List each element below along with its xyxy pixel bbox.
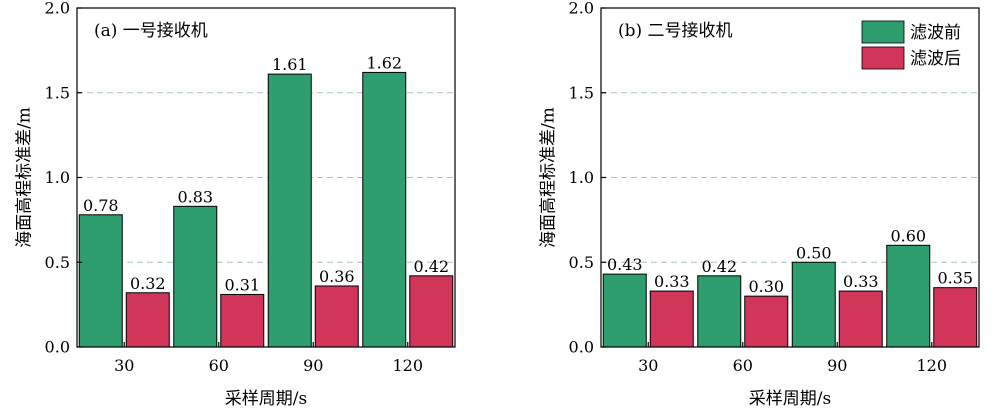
panel-label: (a) 一号接收机: [94, 21, 208, 41]
legend: 滤波前 滤波后: [861, 20, 961, 70]
data-label: 0.36: [319, 267, 355, 286]
data-label: 0.78: [83, 196, 119, 215]
bar-after: [314, 285, 359, 348]
bar-before: [697, 275, 742, 348]
y-tick-label: 2.0: [569, 0, 594, 18]
x-tick-label: 60: [733, 356, 753, 375]
data-label: 1.62: [366, 53, 402, 72]
bar-before: [886, 244, 931, 348]
bar-after: [125, 292, 170, 348]
data-label: 0.33: [843, 272, 879, 291]
y-axis-ticks: 0.0 0.5 1.0 1.5 2.0: [45, 0, 82, 357]
data-label: 0.35: [937, 269, 973, 288]
y-tick-label: 1.5: [569, 83, 594, 102]
bar-after: [933, 287, 978, 348]
legend-swatch-after: [861, 46, 905, 70]
data-label: 0.33: [654, 272, 690, 291]
data-label: 0.42: [413, 257, 449, 276]
data-label: 0.43: [607, 255, 643, 274]
data-label: 0.83: [177, 187, 213, 206]
x-axis-title: 采样周期/s: [225, 389, 307, 409]
x-tick-label: 60: [209, 356, 229, 375]
bar-after: [744, 295, 789, 348]
data-labels: 0.43 0.33 0.42 0.30 0.50 0.33 0.60 0.35: [607, 226, 973, 296]
y-tick-label: 0.5: [569, 253, 594, 272]
data-label: 0.60: [890, 226, 926, 245]
y-tick-label: 2.0: [45, 0, 70, 18]
bars: [602, 244, 978, 348]
legend-label-before: 滤波前: [910, 23, 961, 43]
data-label: 0.31: [224, 275, 260, 294]
bar-after: [409, 275, 454, 348]
bar-after: [220, 293, 265, 348]
legend-swatch-before: [861, 20, 905, 44]
panel-label: (b) 二号接收机: [618, 21, 733, 41]
panel-a: 0.78 0.32 0.83 0.31 1.61 0.36 1.62 0.42 0.0 0.5 1…: [15, 0, 456, 409]
bar-after: [649, 290, 694, 348]
y-axis-ticks: 0.0 0.5 1.0 1.5 2.0: [569, 0, 606, 357]
bar-before: [362, 71, 407, 348]
y-tick-label: 1.5: [45, 83, 70, 102]
y-axis-title: 海面高程标准差/m: [539, 107, 559, 248]
data-label: 1.61: [272, 55, 308, 74]
y-tick-label: 1.0: [45, 168, 70, 187]
x-tick-label: 30: [114, 356, 134, 375]
panel-b: 0.43 0.33 0.42 0.30 0.50 0.33 0.60 0.35 0.0 0.5 1…: [539, 0, 980, 409]
bar-after: [838, 290, 883, 348]
y-axis-title: 海面高程标准差/m: [15, 107, 35, 248]
bar-before: [78, 214, 123, 348]
y-tick-label: 0.0: [45, 338, 70, 357]
data-label: 0.42: [701, 257, 737, 276]
x-axis-ticks: 30 60 90 120: [638, 342, 947, 375]
y-tick-label: 1.0: [569, 168, 594, 187]
x-tick-label: 120: [916, 356, 947, 375]
legend-label-after: 滤波后: [910, 49, 961, 69]
y-tick-label: 0.5: [45, 253, 70, 272]
x-tick-label: 90: [827, 356, 847, 375]
y-tick-label: 0.0: [569, 338, 594, 357]
x-tick-label: 30: [638, 356, 658, 375]
x-axis-title: 采样周期/s: [749, 389, 831, 409]
data-labels: 0.78 0.32 0.83 0.31 1.61 0.36 1.62 0.42: [83, 53, 449, 294]
bar-before: [791, 261, 836, 348]
x-tick-label: 90: [303, 356, 323, 375]
bars: [78, 71, 454, 348]
bar-before: [602, 273, 647, 348]
bar-before: [173, 205, 218, 348]
data-label: 0.50: [796, 243, 832, 262]
x-tick-label: 120: [392, 356, 423, 375]
x-axis-ticks: 30 60 90 120: [114, 342, 423, 375]
data-label: 0.30: [748, 277, 784, 296]
bar-before: [267, 73, 312, 348]
data-label: 0.32: [130, 274, 166, 293]
